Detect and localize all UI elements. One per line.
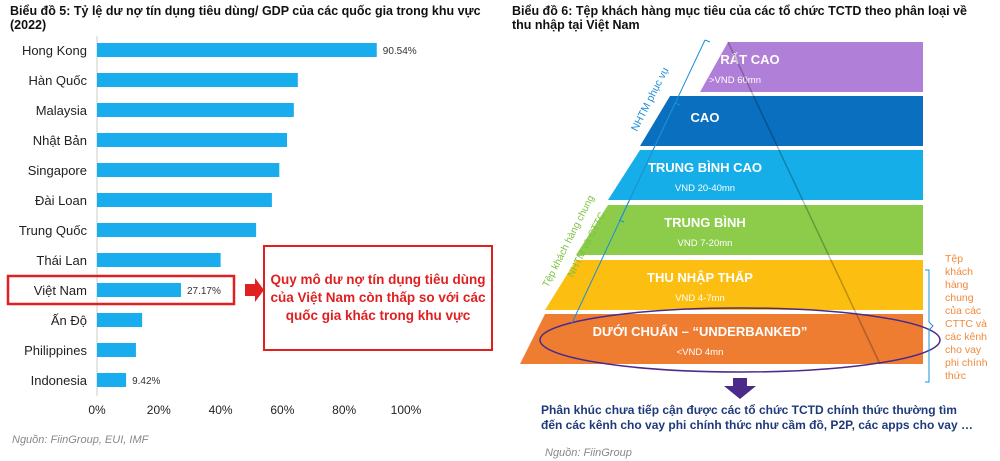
source-right: Nguồn: FiinGroup bbox=[545, 447, 632, 459]
category-label: Malaysia bbox=[36, 103, 88, 118]
layer-label: TRUNG BÌNH bbox=[664, 215, 746, 230]
bar bbox=[97, 163, 280, 177]
pyramid-layer bbox=[700, 42, 923, 92]
bar bbox=[97, 133, 288, 147]
category-label: Philippines bbox=[24, 343, 87, 358]
cttc-bracket bbox=[925, 269, 934, 383]
cttc-label: hàng bbox=[945, 279, 969, 291]
pyramid-layer bbox=[640, 96, 923, 146]
layer-range: VND 7-20mn bbox=[678, 238, 733, 249]
pyramid-layer bbox=[545, 260, 923, 310]
highlight-box bbox=[6, 274, 236, 306]
bar bbox=[97, 43, 377, 57]
cttc-label: CTTC và bbox=[945, 318, 987, 330]
pyramid-diagram: RẤT CAO >VND 60mn CAO TRUNG BÌNH CAO VND 20-… bbox=[520, 39, 988, 399]
x-tick-label: 100% bbox=[391, 403, 422, 417]
data-label: 9.42% bbox=[132, 376, 160, 387]
layer-label: RẤT CAO bbox=[720, 52, 779, 67]
x-tick-label: 80% bbox=[332, 403, 356, 417]
bar bbox=[97, 343, 136, 357]
callout-box: Quy mô dư nợ tín dụng tiêu dùng của Việt… bbox=[263, 245, 493, 351]
bar bbox=[97, 373, 127, 387]
category-label: Nhật Bản bbox=[33, 133, 87, 148]
bar bbox=[97, 253, 221, 267]
callout-text: Quy mô dư nợ tín dụng tiêu dùng của Việt… bbox=[270, 272, 486, 323]
layer-label: THU NHẬP THẤP bbox=[647, 270, 753, 285]
x-tick-label: 60% bbox=[270, 403, 294, 417]
underbanked-ellipse bbox=[539, 307, 941, 373]
cttc-label: Tệp bbox=[945, 253, 963, 265]
bar bbox=[97, 103, 294, 117]
layer-label: CAO bbox=[691, 110, 720, 125]
arrow-down-icon bbox=[724, 378, 756, 399]
chart-title: Biểu đồ 5: Tỷ lệ dư nợ tín dụng tiêu dùn… bbox=[10, 4, 481, 32]
category-label: Ấn Độ bbox=[51, 313, 87, 328]
x-tick-label: 0% bbox=[88, 403, 106, 417]
category-label: Đài Loan bbox=[35, 193, 87, 208]
category-label: Singapore bbox=[28, 163, 87, 178]
bar bbox=[97, 73, 298, 87]
category-label: Việt Nam bbox=[34, 283, 87, 298]
bar bbox=[97, 313, 143, 327]
bar bbox=[97, 223, 257, 237]
cttc-label: khách bbox=[945, 266, 973, 278]
pyramid-layer bbox=[576, 205, 923, 255]
cttc-label: thức bbox=[945, 370, 966, 382]
category-label: Trung Quốc bbox=[19, 223, 88, 238]
data-label: 27.17% bbox=[187, 286, 221, 297]
shared-bracket bbox=[571, 102, 681, 324]
layer-range: <VND 4mn bbox=[677, 347, 724, 358]
cttc-label: của các bbox=[945, 305, 981, 317]
bar bbox=[97, 193, 272, 207]
arrow-right-icon bbox=[245, 278, 264, 302]
category-label: Hong Kong bbox=[22, 43, 87, 58]
cttc-label: phi chính bbox=[945, 357, 988, 369]
bar bbox=[97, 283, 181, 297]
x-tick-label: 40% bbox=[209, 403, 233, 417]
pyramid-shadow bbox=[727, 41, 881, 365]
diagram-title: Biểu đồ 6: Tệp khách hàng mục tiêu của c… bbox=[512, 4, 967, 32]
bar-chart: Hong Kong 90.54% Hàn Quốc Malaysia Nhật Bản S… bbox=[6, 36, 422, 417]
cttc-label: cho vay bbox=[945, 344, 982, 356]
cttc-label: chung bbox=[945, 292, 974, 304]
layer-label: TRUNG BÌNH CAO bbox=[648, 160, 762, 175]
layer-range: VND 20-40mn bbox=[675, 183, 735, 194]
layer-range: >VND 60mn bbox=[709, 75, 761, 86]
data-label: 90.54% bbox=[383, 46, 417, 57]
footnote: Phân khúc chưa tiếp cận được các tổ chức… bbox=[541, 403, 973, 432]
pyramid-layer bbox=[608, 150, 923, 200]
layer-label: DƯỚI CHUẨN – “UNDERBANKED” bbox=[593, 324, 808, 339]
pyramid-layer bbox=[520, 314, 923, 364]
source-left: Nguồn: FiinGroup, EUI, IMF bbox=[12, 434, 149, 446]
category-label: Indonesia bbox=[31, 373, 88, 388]
category-label: Thái Lan bbox=[36, 253, 87, 268]
cttc-label: các kênh bbox=[945, 331, 987, 343]
x-tick-label: 20% bbox=[147, 403, 171, 417]
layer-range: VND 4-7mn bbox=[675, 293, 725, 304]
category-label: Hàn Quốc bbox=[28, 73, 87, 88]
